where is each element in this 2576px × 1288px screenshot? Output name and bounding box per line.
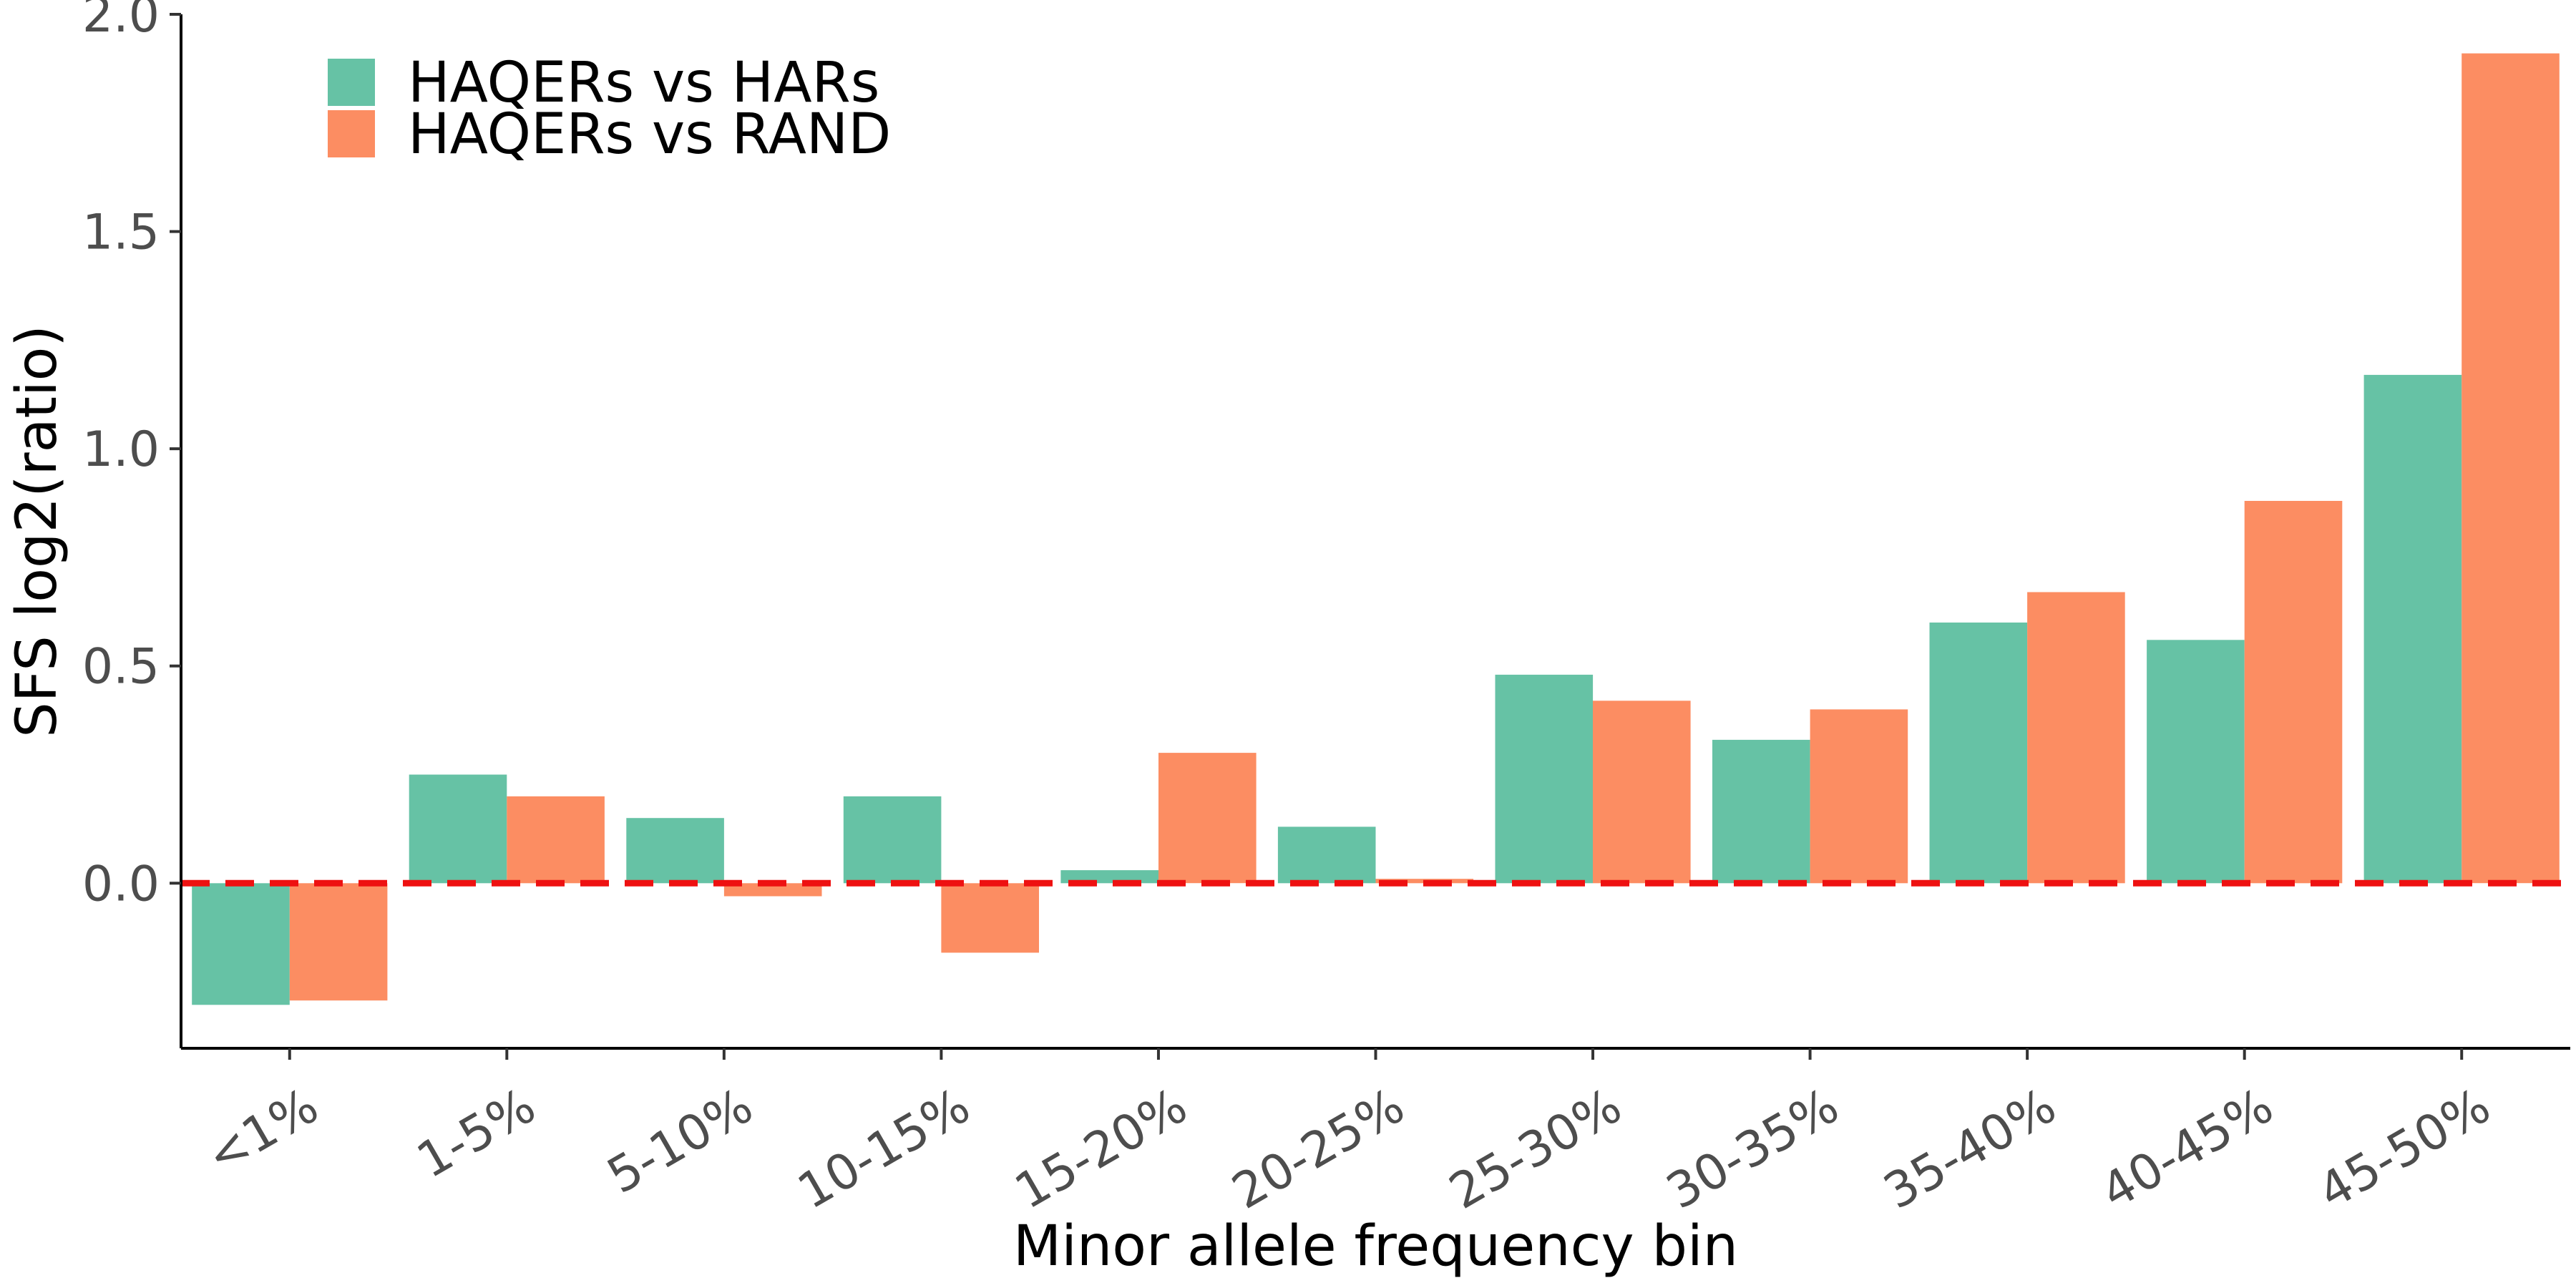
bar-series-1-2 xyxy=(409,774,507,884)
bar-series-2-4 xyxy=(941,883,1039,953)
x-tick-label: 25-30% xyxy=(1440,1078,1631,1221)
x-tick-label: 1-5% xyxy=(408,1078,545,1189)
x-tick-label: 20-25% xyxy=(1223,1078,1414,1221)
bar-series-1-10 xyxy=(2147,640,2245,884)
bars-layer xyxy=(192,53,2560,1005)
x-tick-label: <1% xyxy=(197,1078,328,1186)
bar-series-2-10 xyxy=(2244,501,2343,884)
y-tick-label: 0.0 xyxy=(82,856,160,912)
bar-series-2-8 xyxy=(1810,709,1908,884)
bar-series-1-1 xyxy=(192,883,290,1005)
axes xyxy=(180,14,2570,1050)
y-axis-ticks: 0.0 0.5 1.0 1.5 2.0 xyxy=(82,0,181,912)
bar-series-2-1 xyxy=(289,883,388,1001)
x-tick-label: 40-45% xyxy=(2092,1078,2283,1221)
legend-key-series-1 xyxy=(328,59,375,106)
bar-series-1-8 xyxy=(1712,739,1810,884)
x-axis-title: Minor allele frequency bin xyxy=(1013,1214,1738,1279)
bar-series-1-3 xyxy=(626,818,724,884)
x-axis-ticks: <1% 1-5% 5-10% 10-15% 15-20% 20-25% 25-30% 30-3… xyxy=(197,1048,2500,1221)
x-tick-label: 35-40% xyxy=(1875,1078,2066,1221)
bar-series-2-9 xyxy=(2027,592,2125,884)
bar-series-1-6 xyxy=(1277,826,1376,884)
y-tick-label: 1.0 xyxy=(82,421,160,478)
bar-series-1-9 xyxy=(1929,623,2028,884)
bar-series-1-11 xyxy=(2363,374,2462,884)
bar-series-1-4 xyxy=(843,796,942,884)
y-axis-title: SFS log2(ratio) xyxy=(5,325,69,738)
x-tick-label: 5-10% xyxy=(598,1078,762,1205)
y-tick-label: 1.5 xyxy=(82,205,160,261)
bar-series-2-2 xyxy=(507,796,605,884)
x-tick-label: 45-50% xyxy=(2309,1078,2500,1221)
bar-series-2-5 xyxy=(1158,753,1257,884)
bar-series-2-7 xyxy=(1593,701,1691,884)
legend-label-series-2: HAQERs vs RAND xyxy=(408,102,891,167)
bar-series-2-11 xyxy=(2462,53,2560,884)
x-tick-label: 30-35% xyxy=(1657,1078,1848,1221)
legend-key-series-2 xyxy=(328,110,375,157)
legend-label-series-1: HAQERs vs HARs xyxy=(408,51,879,115)
bar-series-1-7 xyxy=(1495,674,1594,884)
x-tick-label: 10-15% xyxy=(789,1078,980,1221)
x-tick-label: 15-20% xyxy=(1006,1078,1197,1221)
bar-series-1-5 xyxy=(1060,870,1158,884)
y-tick-label: 2.0 xyxy=(82,0,160,44)
y-tick-label: 0.5 xyxy=(82,639,160,696)
bar-series-2-3 xyxy=(723,883,822,897)
